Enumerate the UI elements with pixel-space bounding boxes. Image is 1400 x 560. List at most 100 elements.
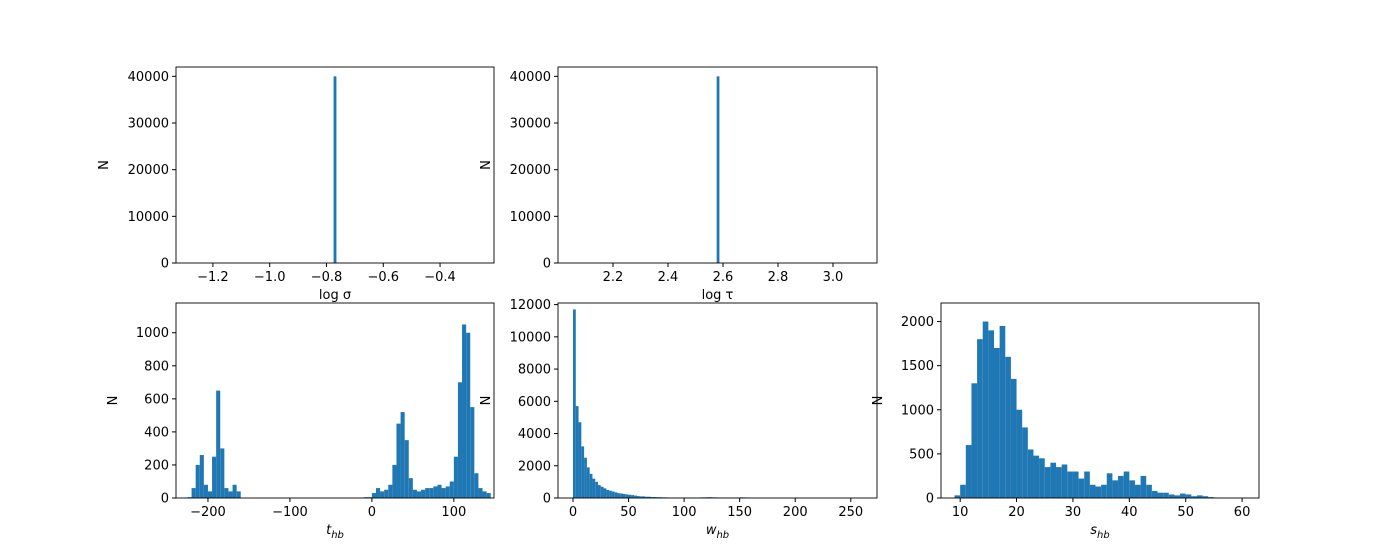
x-tick-label: −100 bbox=[272, 505, 308, 520]
x-tick-label: 30 bbox=[1065, 505, 1082, 520]
bar bbox=[216, 390, 221, 498]
bar bbox=[384, 489, 389, 498]
bar bbox=[457, 382, 463, 498]
bar bbox=[1168, 494, 1175, 498]
bar bbox=[1010, 378, 1017, 498]
y-tick-label: 40000 bbox=[128, 70, 169, 85]
x-tick-label: −0.6 bbox=[367, 270, 399, 285]
x-tick-label: 2.2 bbox=[603, 270, 624, 285]
bar bbox=[1202, 496, 1209, 498]
bar bbox=[1039, 458, 1045, 498]
bar bbox=[220, 448, 225, 498]
x-tick-label: 100 bbox=[672, 505, 697, 520]
x-tick-label: 250 bbox=[838, 505, 863, 520]
x-axis-label-main: t bbox=[326, 523, 332, 538]
x-axis-label-sub: hb bbox=[716, 530, 729, 541]
bar bbox=[1123, 471, 1130, 498]
bar bbox=[965, 445, 972, 498]
y-tick-label: 10000 bbox=[128, 210, 169, 225]
bar bbox=[445, 486, 450, 498]
x-tick-label: 60 bbox=[1234, 505, 1251, 520]
bar bbox=[628, 494, 632, 498]
y-tick-label: 200 bbox=[144, 458, 169, 473]
y-tick-label: 6000 bbox=[518, 395, 551, 410]
x-axis-label: thb bbox=[326, 523, 344, 541]
bar bbox=[625, 494, 629, 498]
bar bbox=[575, 406, 579, 498]
bar bbox=[232, 484, 237, 498]
y-axis-label: N bbox=[106, 396, 121, 406]
bar bbox=[429, 488, 434, 498]
bar bbox=[466, 332, 471, 498]
bar bbox=[400, 412, 405, 498]
x-tick-label: 10 bbox=[952, 505, 969, 520]
y-tick-label: 1500 bbox=[901, 359, 934, 374]
axes-frame bbox=[557, 66, 878, 264]
y-tick-label: 0 bbox=[926, 492, 934, 507]
bar bbox=[375, 488, 381, 498]
y-tick-label: 20000 bbox=[128, 163, 169, 178]
bar bbox=[1140, 475, 1147, 498]
bar bbox=[380, 491, 385, 498]
x-axis-label-main: log σ bbox=[319, 288, 351, 303]
subplot: 2.2 2.4 2.6 2.8 3.0 0 10000 20000 30000 40000 log … bbox=[479, 66, 878, 303]
bar bbox=[462, 324, 467, 498]
bar bbox=[1134, 484, 1141, 498]
bar bbox=[228, 491, 233, 498]
bar bbox=[620, 493, 623, 498]
bar bbox=[650, 497, 657, 498]
bar bbox=[425, 488, 430, 498]
bar bbox=[1056, 467, 1062, 498]
bar bbox=[595, 481, 598, 498]
bar bbox=[999, 325, 1006, 498]
y-tick-label: 10000 bbox=[510, 330, 551, 345]
y-tick-label: 0 bbox=[543, 492, 551, 507]
y-axis-label: N bbox=[479, 396, 494, 406]
x-tick-label: 2.6 bbox=[713, 270, 734, 285]
y-tick-label: 30000 bbox=[128, 117, 169, 132]
x-axis-label-main: s bbox=[1090, 523, 1097, 538]
axes-frame bbox=[175, 66, 495, 264]
bar bbox=[1180, 493, 1186, 498]
y-tick-label: 500 bbox=[909, 447, 934, 462]
bar bbox=[617, 493, 621, 498]
bar bbox=[589, 473, 593, 498]
bar bbox=[203, 484, 208, 498]
bar bbox=[388, 484, 393, 498]
bar bbox=[1084, 471, 1090, 498]
subplot: −1.2 −1.0 −0.8 −0.6 −0.4 0 10000 20000 30000 4000… bbox=[97, 66, 495, 303]
bar bbox=[437, 484, 442, 498]
bar bbox=[631, 495, 635, 498]
y-tick-label: 0 bbox=[543, 257, 551, 272]
bar bbox=[1044, 467, 1051, 498]
bar bbox=[611, 491, 615, 498]
bar bbox=[441, 488, 446, 498]
bar bbox=[1196, 495, 1203, 498]
bar bbox=[1174, 495, 1181, 498]
bar bbox=[1157, 492, 1164, 498]
bar bbox=[634, 495, 637, 498]
x-axis-label: log τ bbox=[702, 288, 734, 303]
bar bbox=[1022, 427, 1028, 498]
bar bbox=[1118, 475, 1124, 498]
y-tick-label: 0 bbox=[161, 492, 169, 507]
bar bbox=[433, 486, 438, 498]
bar bbox=[592, 478, 596, 498]
bar bbox=[578, 422, 582, 498]
y-tick-label: 4000 bbox=[518, 427, 551, 442]
bar bbox=[470, 407, 475, 498]
bar bbox=[1151, 490, 1158, 498]
bar bbox=[639, 496, 646, 498]
y-tick-label: 40000 bbox=[510, 70, 551, 85]
y-tick-label: 1000 bbox=[136, 326, 169, 341]
x-tick-label: 50 bbox=[1177, 505, 1194, 520]
bar bbox=[195, 464, 200, 498]
bar bbox=[474, 473, 479, 498]
x-tick-label: 3.0 bbox=[823, 270, 844, 285]
bar bbox=[606, 489, 610, 498]
bar bbox=[478, 488, 483, 498]
y-tick-label: 2000 bbox=[901, 315, 934, 330]
x-tick-label: 40 bbox=[1121, 505, 1138, 520]
x-tick-label: 0 bbox=[368, 505, 376, 520]
bar bbox=[236, 491, 241, 498]
